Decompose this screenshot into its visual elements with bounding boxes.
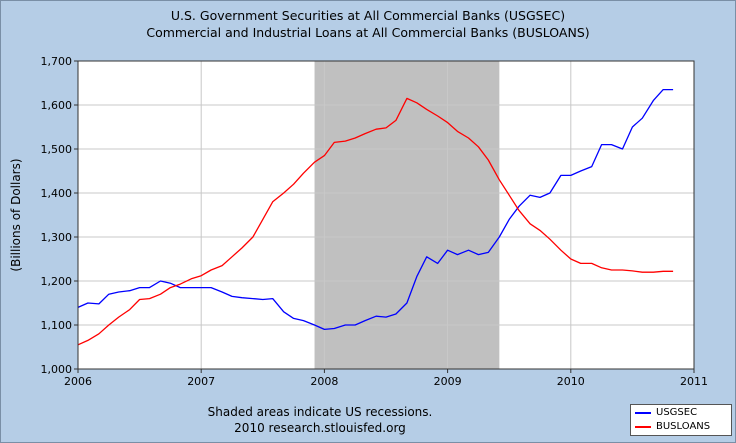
legend-item-usgsec: USGSEC <box>635 407 697 419</box>
x-tick-label: 2011 <box>680 375 708 388</box>
recession-shading <box>314 61 500 369</box>
y-tick-label: 1,700 <box>41 55 73 68</box>
chart-title: U.S. Government Securities at All Commer… <box>170 8 566 23</box>
legend-item-busloans: BUSLOANS <box>635 421 710 433</box>
series-line-busloans <box>77 97 674 346</box>
chart-subtitle: Commercial and Industrial Loans at All C… <box>146 25 590 40</box>
y-tick-label: 1,600 <box>41 99 73 112</box>
x-tick-label: 2007 <box>187 375 215 388</box>
y-tick-label: 1,200 <box>41 275 73 288</box>
recession-note: Shaded areas indicate US recessions. <box>207 405 433 419</box>
legend-label-busloans: BUSLOANS <box>656 421 711 432</box>
y-tick-label: 1,500 <box>41 143 73 156</box>
x-tick-label: 2009 <box>434 375 462 388</box>
legend-swatch-busloans <box>635 426 651 428</box>
x-tick-label: 2010 <box>557 375 585 388</box>
plot-border <box>77 60 695 370</box>
chart-legend: USGSEC BUSLOANS <box>630 404 732 436</box>
x-tick-label: 2006 <box>64 375 92 388</box>
legend-label-usgsec: USGSEC <box>656 407 698 418</box>
y-tick-label: 1,100 <box>41 319 73 332</box>
series-line-usgsec <box>77 88 674 331</box>
legend-swatch-usgsec <box>635 412 651 414</box>
y-axis-label: (Billions of Dollars) <box>9 158 23 271</box>
y-tick-label: 1,000 <box>41 363 73 376</box>
y-tick-label: 1,400 <box>41 187 73 200</box>
x-tick-label: 2008 <box>310 375 338 388</box>
source-note: 2010 research.stlouisfed.org <box>234 421 406 435</box>
y-tick-label: 1,300 <box>41 231 73 244</box>
